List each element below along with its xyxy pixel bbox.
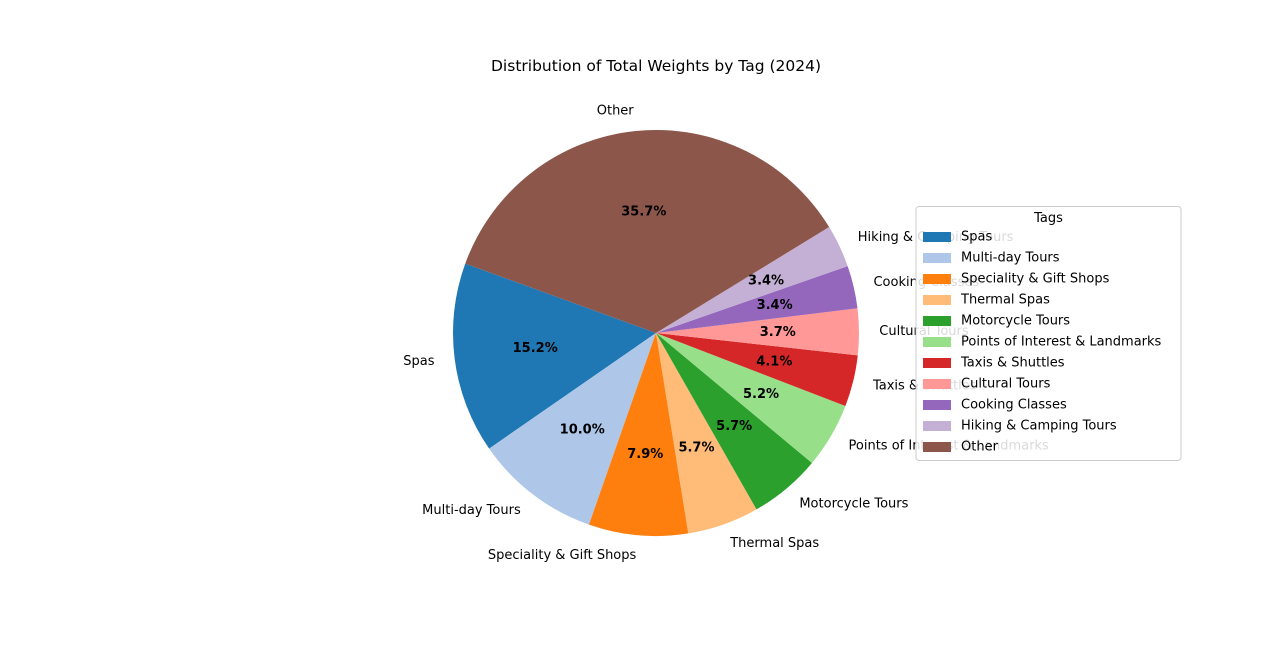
legend-swatch-other xyxy=(923,442,951,452)
percent-label-other: 35.7% xyxy=(621,204,666,219)
legend-swatch-thermal-spas xyxy=(923,295,951,305)
legend-label-multi-day-tours: Multi-day Tours xyxy=(961,251,1060,266)
legend-swatch-points-of-interest-and-landmarks xyxy=(923,337,951,347)
percent-label-motorcycle-tours: 5.7% xyxy=(716,419,752,434)
legend-label-taxis-and-shuttles: Taxis & Shuttles xyxy=(960,356,1065,371)
legend-label-cultural-tours: Cultural Tours xyxy=(961,377,1051,392)
slice-taxis-and-shuttles xyxy=(656,333,858,407)
legend: Tags Spas Multi-day Tours Speciality & Gif… xyxy=(915,206,1182,461)
percent-label-multi-day-tours: 10.0% xyxy=(560,422,605,437)
percent-label-speciality-and-gift-shops: 7.9% xyxy=(627,447,663,462)
slice-multi-day-tours xyxy=(489,333,656,525)
slice-thermal-spas xyxy=(656,333,757,534)
slice-hiking-and-camping-tours xyxy=(656,226,848,333)
legend-swatch-hiking-and-camping-tours xyxy=(923,421,951,431)
legend-swatch-motorcycle-tours xyxy=(923,316,951,326)
legend-label-spas: Spas xyxy=(961,230,992,245)
legend-swatch-multi-day-tours xyxy=(923,253,951,263)
percent-labels: 15.2% 10.0% 7.9% 5.7%5.7% 5.2% 4.1% 3.7% 3.4% 3.… xyxy=(513,204,796,462)
slice-cooking-classes xyxy=(656,266,858,333)
legend-label-other: Other xyxy=(961,440,999,455)
pie-slices xyxy=(452,129,859,536)
slice-label-thermal-spas: Thermal Spas xyxy=(729,536,819,551)
legend-label-thermal-spas: Thermal Spas xyxy=(960,293,1050,308)
legend-swatch-speciality-and-gift-shops xyxy=(923,274,951,284)
legend-title: Tags xyxy=(1033,211,1063,226)
percent-label-cooking-classes: 3.4% xyxy=(757,298,793,313)
slice-label-spas: Spas xyxy=(403,354,434,369)
legend-items: Spas Multi-day Tours Speciality & Gift Sho… xyxy=(923,230,1162,455)
slice-label-multi-day-tours: Multi-day Tours xyxy=(422,503,521,518)
legend-swatch-cooking-classes xyxy=(923,400,951,410)
legend-frame xyxy=(915,206,1182,461)
percent-label-taxis-and-shuttles: 4.1% xyxy=(756,354,792,369)
slice-cultural-tours xyxy=(656,308,859,356)
slice-points-of-interest-and-landmarks xyxy=(656,333,846,463)
legend-swatch-cultural-tours xyxy=(923,379,951,389)
legend-label-points-of-interest-and-landmarks: Points of Interest & Landmarks xyxy=(961,335,1162,350)
slice-speciality-and-gift-shops xyxy=(588,333,689,536)
legend-swatch-taxis-and-shuttles xyxy=(923,358,951,368)
slice-label-other: Other xyxy=(597,103,635,118)
chart-title: Distribution of Total Weights by Tag (20… xyxy=(491,57,821,75)
slice-other xyxy=(465,129,830,333)
slice-label-motorcycle-tours: Motorcycle Tours xyxy=(799,497,908,512)
percent-label-spas: 15.2% xyxy=(513,341,558,356)
legend-swatch-spas xyxy=(923,232,951,242)
percent-label-cultural-tours: 3.7% xyxy=(760,325,796,340)
legend-label-motorcycle-tours: Motorcycle Tours xyxy=(961,314,1070,329)
percent-label-thermal-spas: 5.7% xyxy=(678,440,714,455)
percent-label-points-of-interest-and-landmarks: 5.2% xyxy=(743,387,779,402)
legend-label-hiking-and-camping-tours: Hiking & Camping Tours xyxy=(961,419,1117,434)
slice-spas xyxy=(452,263,656,449)
slice-label-speciality-and-gift-shops: Speciality & Gift Shops xyxy=(488,548,637,563)
percent-label-hiking-and-camping-tours: 3.4% xyxy=(748,273,784,288)
legend-label-speciality-and-gift-shops: Speciality & Gift Shops xyxy=(961,272,1110,287)
legend-label-cooking-classes: Cooking Classes xyxy=(961,398,1067,413)
slice-motorcycle-tours xyxy=(656,333,812,510)
